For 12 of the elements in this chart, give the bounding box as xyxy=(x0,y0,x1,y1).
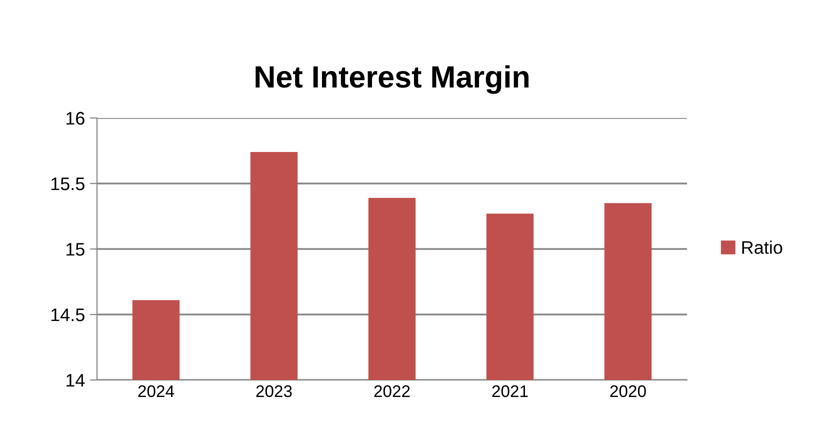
y-tick-label: 16 xyxy=(66,112,84,125)
y-tick-label: 15 xyxy=(66,243,84,256)
x-tick-label: 2021 xyxy=(492,385,528,398)
x-tick-label: 2023 xyxy=(256,385,292,398)
y-tick-label: 14.5 xyxy=(51,308,84,322)
legend-label: Ratio xyxy=(742,240,782,254)
x-tick-label: 2022 xyxy=(374,385,410,398)
x-tick-label: 2020 xyxy=(610,385,646,398)
x-tick-label: 2024 xyxy=(138,385,174,398)
chart-title: Net Interest Margin xyxy=(256,65,528,94)
y-tick-label: 14 xyxy=(66,374,85,387)
y-tick-label: 15.5 xyxy=(51,178,84,190)
